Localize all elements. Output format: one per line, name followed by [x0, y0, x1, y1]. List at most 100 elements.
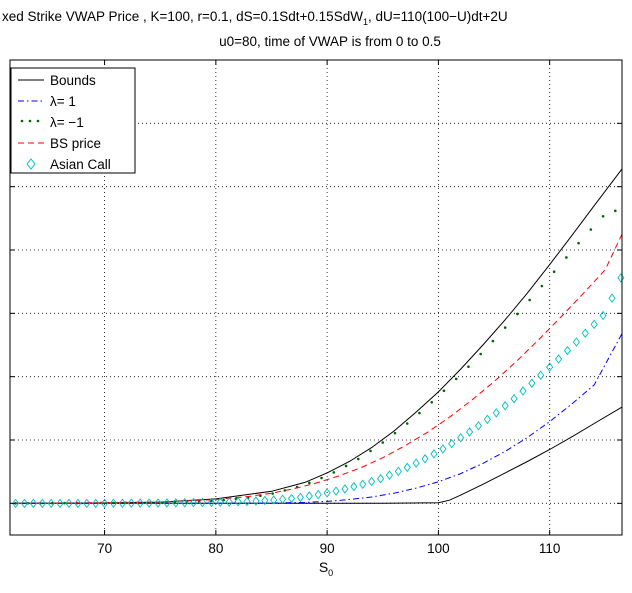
series-3-point — [565, 256, 568, 259]
series-3-point — [418, 411, 421, 415]
curves — [12, 168, 625, 509]
series-3-point — [479, 352, 482, 356]
series-5-point — [225, 497, 233, 507]
series-5-point — [190, 497, 198, 508]
series-5-point — [92, 498, 100, 509]
series-5-point — [323, 488, 331, 498]
series-5-point — [528, 378, 536, 388]
series-5-point — [127, 498, 135, 508]
series-5-point — [590, 319, 598, 330]
series-5-point — [145, 498, 153, 508]
series-5-point — [56, 498, 64, 509]
x-axis-label-subscript: 0 — [328, 568, 333, 578]
series-5-point — [555, 354, 563, 364]
series-5-point — [270, 495, 278, 505]
series-3-point — [112, 501, 115, 505]
chart-title-subscript: 1 — [363, 17, 368, 27]
series-5-point — [563, 345, 572, 356]
series-5-point — [12, 498, 20, 509]
series-5-point — [483, 414, 491, 425]
series-5-point — [154, 498, 162, 508]
series-5-point — [546, 362, 554, 372]
series-5-point — [198, 497, 207, 508]
x-tick-label-80: 80 — [208, 541, 223, 556]
legend-label-asian-call: Asian Call — [50, 157, 111, 172]
x-tick-label-100: 100 — [427, 541, 450, 556]
series-5-point — [474, 421, 483, 431]
legend-label-bounds: Bounds — [50, 73, 96, 88]
series-3-point — [503, 326, 507, 329]
series-3-point — [491, 339, 495, 343]
series-3-point — [601, 215, 605, 218]
series-3-point — [442, 389, 446, 393]
series-5-point — [136, 498, 144, 508]
plot-frame — [9, 59, 623, 536]
series-3-point — [271, 492, 274, 495]
series-3-point — [210, 499, 213, 503]
series-5-point — [608, 293, 616, 303]
x-axis-label-main: S — [319, 559, 328, 575]
series-5-point — [47, 498, 55, 509]
series-5-point — [261, 495, 269, 506]
series-1-line — [15, 406, 623, 504]
series-5-point — [305, 491, 313, 501]
series-3-point — [356, 457, 360, 461]
chart-title-line2: u0=80, time of VWAP is from 0 to 0.5 — [219, 34, 441, 49]
series-5-point — [234, 497, 242, 507]
series-5-point — [394, 466, 402, 477]
series-4-line — [15, 233, 623, 504]
x-tick-label-70: 70 — [97, 541, 112, 556]
chart-title-line1: xed Strike VWAP Price , K=100, r=0.1, dS… — [2, 9, 508, 27]
x-tick-label-90: 90 — [320, 541, 335, 556]
series-5-point — [314, 489, 322, 500]
series-5-point — [83, 498, 91, 509]
series-5-point — [510, 393, 518, 404]
series-5-point — [207, 497, 215, 508]
series-5-point — [172, 498, 180, 508]
series-5-point — [296, 492, 304, 503]
series-5-point — [385, 470, 394, 480]
series-5-point — [448, 438, 456, 449]
legend-label-lambda-minus: λ= −1 — [50, 115, 84, 130]
series-5-point — [537, 370, 545, 381]
series-3-point — [283, 489, 287, 492]
series-5-point — [439, 444, 447, 454]
series-3-point — [540, 284, 544, 288]
series-5-point — [20, 498, 29, 509]
series-5-point — [181, 497, 189, 508]
series-5-point — [430, 449, 438, 459]
series-5-point — [332, 486, 340, 496]
x-axis-label: S0 — [319, 559, 333, 578]
series-3-point — [528, 298, 531, 302]
series-5-point — [341, 484, 349, 494]
series-5-point — [617, 273, 625, 283]
series-3-point — [161, 501, 164, 504]
series-3-point — [577, 241, 580, 245]
series-2-line — [15, 333, 623, 504]
series-0-line — [15, 168, 623, 504]
series-5-point — [118, 498, 126, 508]
series-5-point — [38, 498, 46, 509]
series-5-point — [163, 498, 171, 508]
series-5-point — [376, 473, 385, 484]
series-5-point — [74, 498, 82, 509]
series-5-point — [581, 328, 589, 339]
series-3-point — [14, 502, 17, 505]
legend-box — [10, 67, 136, 174]
series-3-point — [63, 501, 66, 505]
series-5-point — [287, 493, 296, 504]
series-5-point — [109, 498, 118, 509]
series-5-point — [359, 479, 367, 490]
series-3-point — [50, 501, 54, 505]
legend-label-bs-price: BS price — [50, 136, 101, 151]
chart-title-main: xed Strike VWAP Price , K=100, r=0.1, dS… — [2, 9, 363, 24]
series-5-point — [216, 497, 224, 508]
series-5-point — [65, 498, 73, 509]
series-5-point — [457, 433, 465, 443]
series-3-point — [467, 365, 470, 368]
x-tick-label-110: 110 — [539, 541, 561, 556]
series-3-point — [308, 481, 311, 485]
legend-swatch-asian-call — [26, 158, 36, 170]
series-3-point — [369, 449, 372, 453]
